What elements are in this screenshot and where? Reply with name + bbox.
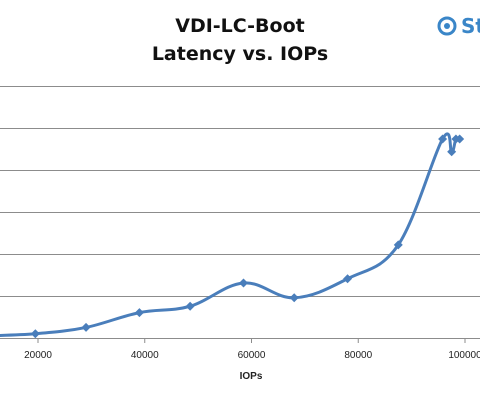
data-point-marker: [30, 329, 40, 339]
x-tick-label: 80000: [344, 350, 372, 361]
x-tick-label: 60000: [238, 350, 266, 361]
data-point-marker: [455, 134, 465, 144]
data-point-marker: [393, 240, 403, 250]
chart-subtitle: Latency vs. IOPs: [151, 43, 329, 65]
data-point-marker: [238, 278, 248, 288]
x-tick-label: 20000: [24, 350, 52, 361]
brand-logo: St: [437, 14, 480, 38]
data-point-marker: [343, 274, 353, 284]
data-point-marker: [447, 147, 457, 157]
x-tick-label: 40000: [131, 350, 159, 361]
logo-text: St: [461, 14, 480, 38]
data-point-marker: [438, 134, 448, 144]
chart-title: VDI-LC-Boot: [175, 15, 305, 37]
data-point-marker: [81, 322, 91, 332]
chart-title-block: VDI-LC-Boot Latency vs. IOPs: [0, 12, 480, 68]
data-point-marker: [289, 293, 299, 303]
x-axis-title: IOPs: [240, 371, 263, 382]
data-point-marker: [134, 308, 144, 318]
x-tick-label: 100000: [448, 350, 480, 361]
data-point-marker: [185, 301, 195, 311]
series-line: [0, 132, 461, 337]
logo-mark-icon: [437, 16, 457, 36]
